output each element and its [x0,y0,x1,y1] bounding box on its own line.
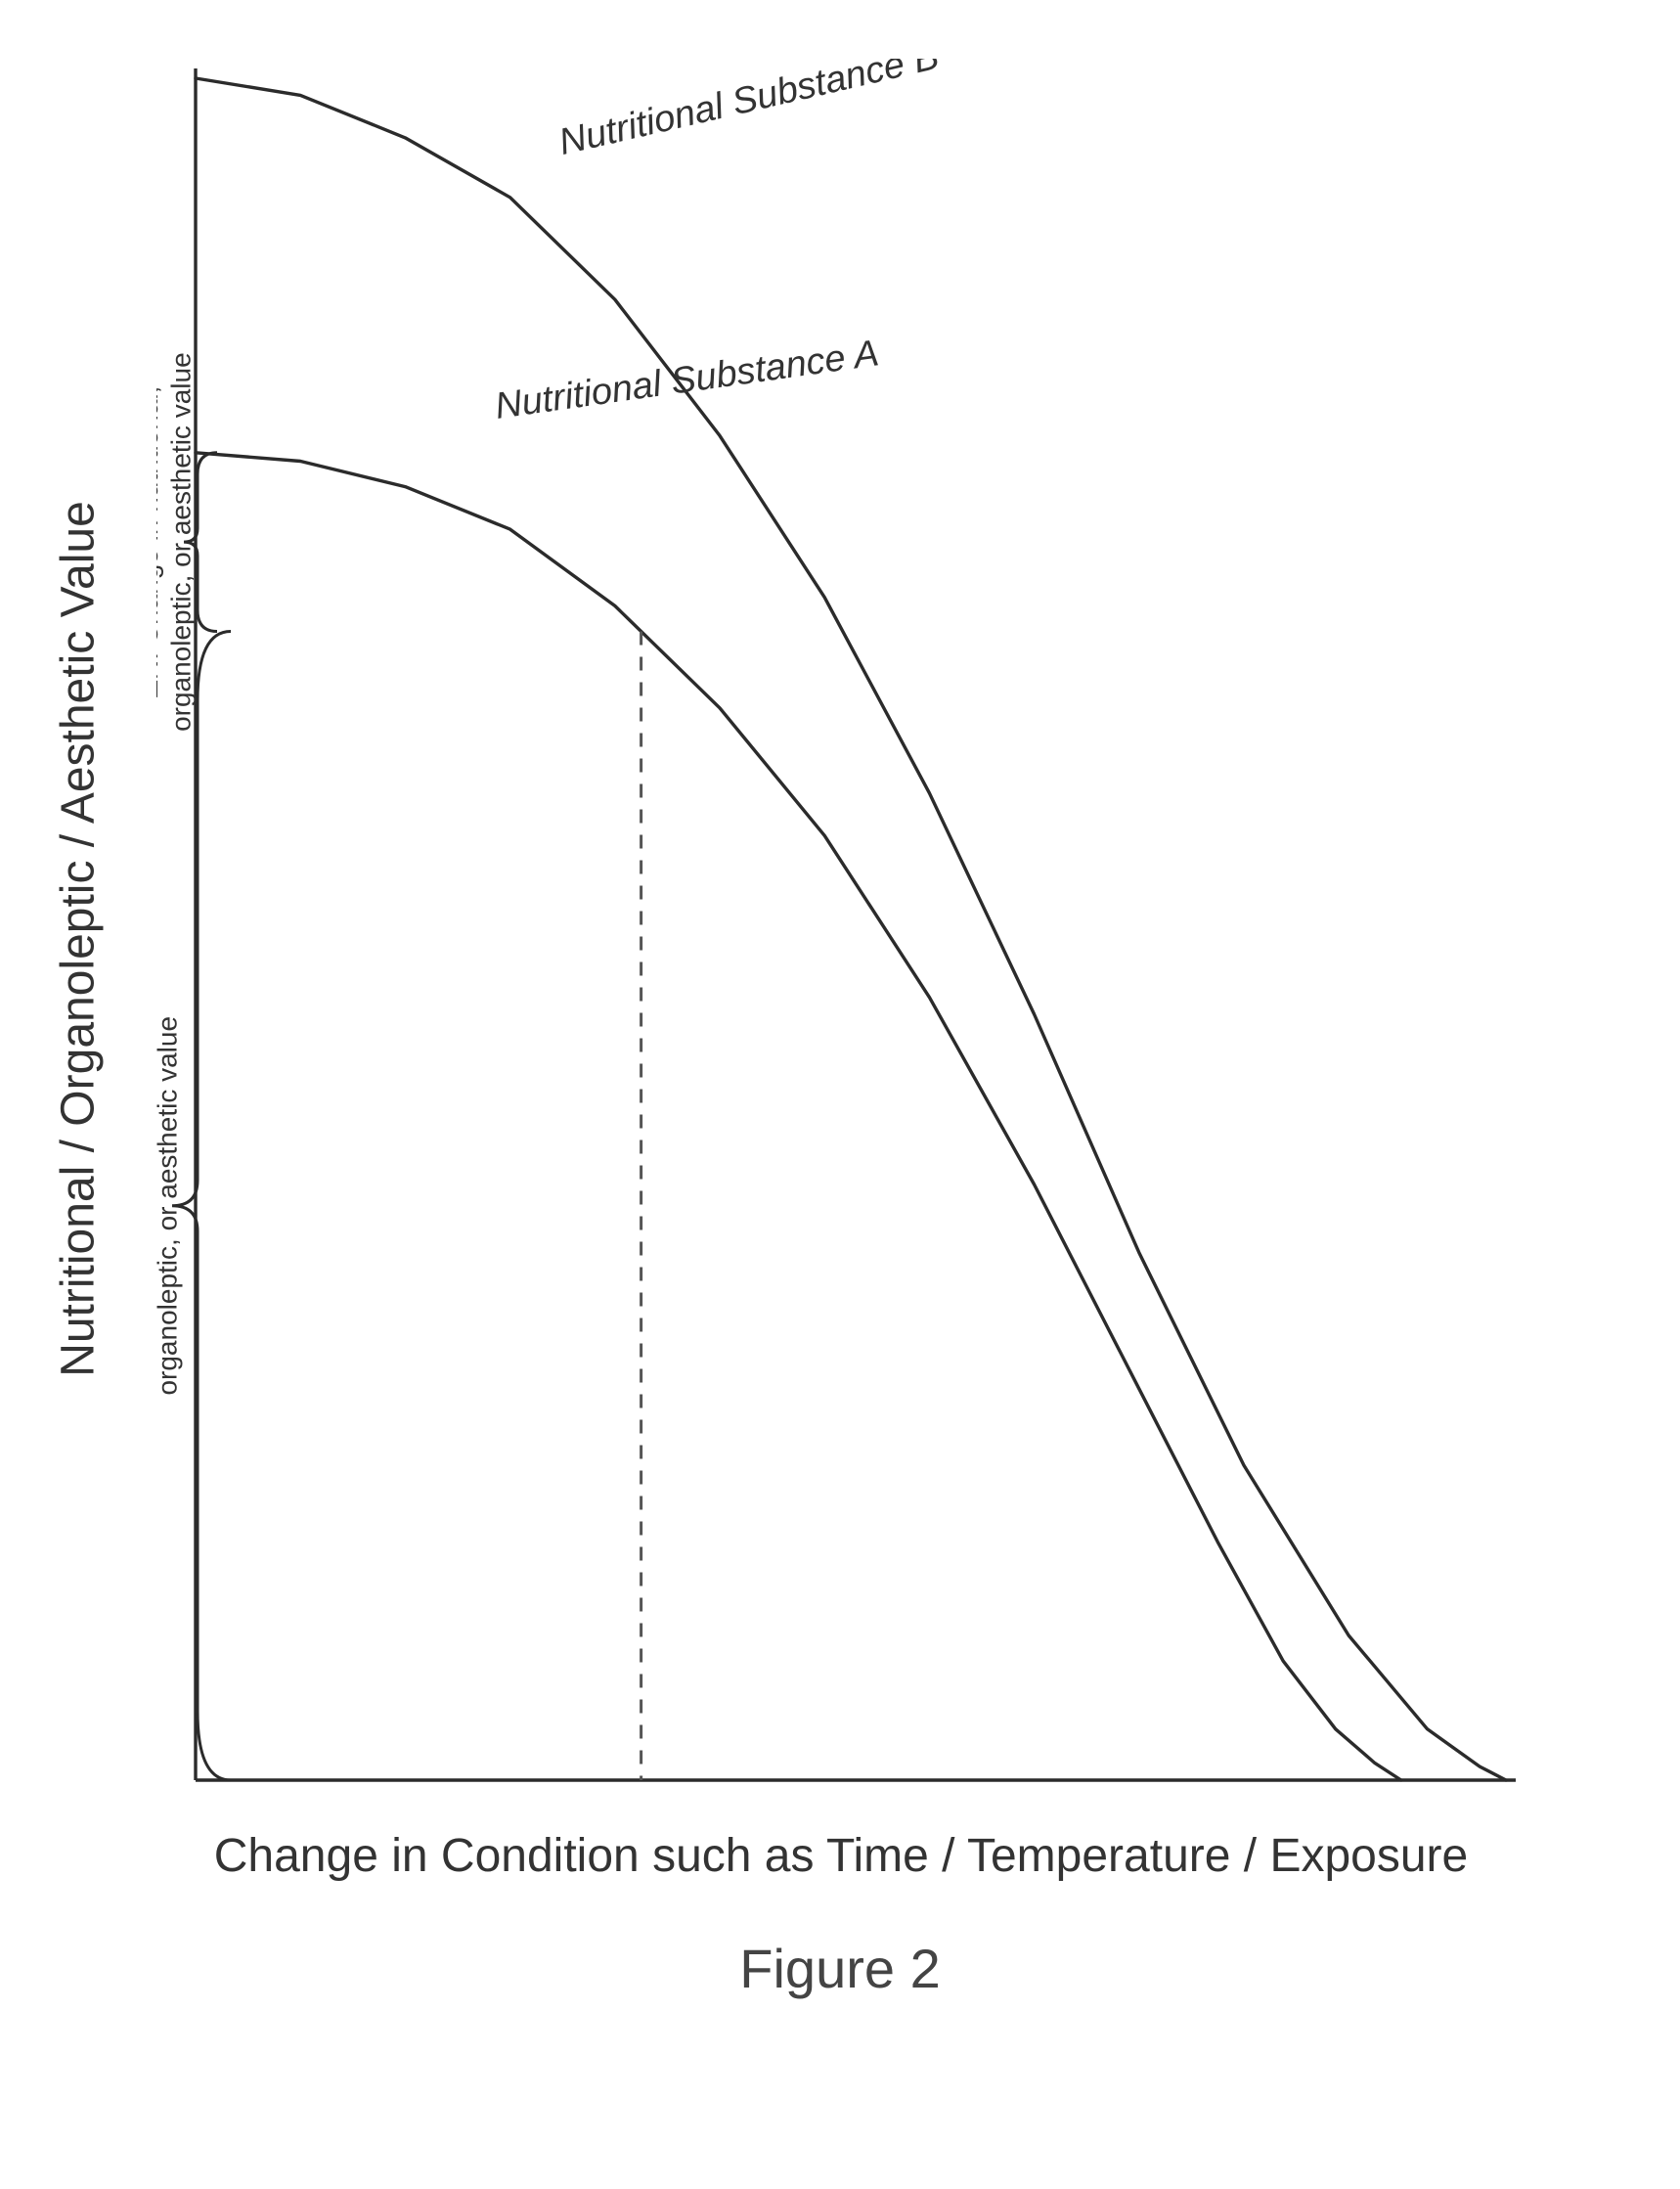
chart-area: Nutritional Substance B Nutritional Subst… [156,59,1525,1819]
curve-b-label: Nutritional Substance B [555,59,943,163]
svg-text:organoleptic, or aesthetic val: organoleptic, or aesthetic value [156,1016,183,1396]
delta-n-label: ΔN: Change in nutritional,organoleptic, … [156,352,197,732]
residual-label: Residual nutritional,organoleptic, or ae… [156,1016,183,1396]
svg-text:organoleptic, or aesthetic val: organoleptic, or aesthetic value [166,352,197,732]
y-axis-label: Nutritional / Organoleptic / Aesthetic V… [52,501,106,1377]
svg-text:ΔN: Change in nutritional,: ΔN: Change in nutritional, [156,386,163,698]
x-axis-label: Change in Condition such as Time / Tempe… [156,1829,1525,1883]
curve-a [196,453,1401,1780]
figure-caption: Figure 2 [0,1937,1680,2000]
curve-a-label: Nutritional Substance A [493,333,882,427]
chart-svg: Nutritional Substance B Nutritional Subst… [156,59,1525,1819]
curve-b [196,78,1506,1780]
page: Nutritional / Organoleptic / Aesthetic V… [0,0,1680,2189]
